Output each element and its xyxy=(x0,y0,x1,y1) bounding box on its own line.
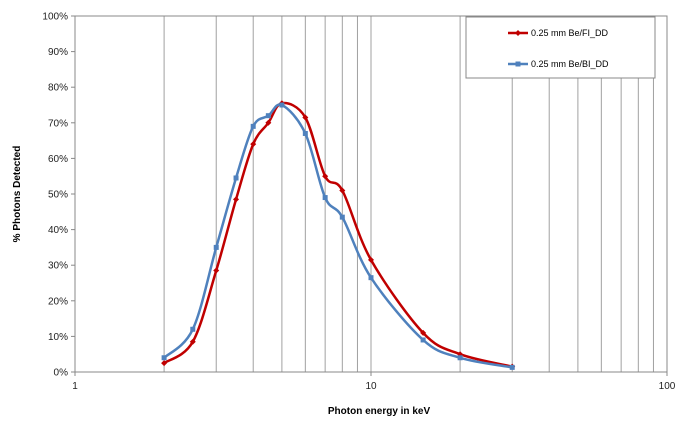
data-point-1 xyxy=(250,123,256,129)
data-point-1 xyxy=(302,130,308,136)
data-point-0 xyxy=(339,187,346,194)
data-point-0 xyxy=(250,141,257,148)
plot-grid xyxy=(163,16,654,372)
y-tick-label: 40% xyxy=(48,225,68,236)
y-tick-label: 10% xyxy=(48,332,68,343)
y-tick-label: 50% xyxy=(48,190,68,201)
y-tick-label: 60% xyxy=(48,154,68,165)
data-point-1 xyxy=(265,113,271,119)
legend-box xyxy=(465,16,656,79)
series-layer xyxy=(161,100,516,370)
data-point-1 xyxy=(161,355,167,361)
data-point-1 xyxy=(339,214,345,220)
x-tick-label: 10 xyxy=(365,381,377,392)
data-point-1 xyxy=(322,195,328,201)
data-point-1 xyxy=(213,244,219,250)
data-point-0 xyxy=(265,119,272,126)
data-point-0 xyxy=(368,256,374,263)
series-line-0 xyxy=(163,101,513,368)
y-tick-label: 100% xyxy=(42,12,68,23)
legend-label-0: 0.25 mm Be/FI_DD xyxy=(531,28,609,38)
legend-label-1: 0.25 mm Be/BI_DD xyxy=(531,59,609,69)
y-tick-label: 30% xyxy=(48,261,68,272)
y-axis-title: % Photons Detected xyxy=(12,146,23,243)
y-tick-label: 20% xyxy=(48,296,68,307)
data-point-1 xyxy=(420,337,426,343)
data-point-1 xyxy=(279,102,285,108)
x-axis-ticks: 1 10 100 xyxy=(72,372,676,392)
data-point-1 xyxy=(233,175,239,181)
data-point-1 xyxy=(190,326,196,332)
legend-swatch-marker-0 xyxy=(515,30,521,36)
x-tick-label: 1 xyxy=(72,381,78,392)
data-point-0 xyxy=(233,196,240,203)
data-point-1 xyxy=(368,275,374,281)
y-axis-ticks: 0% 10% 20% 30% 40% 50% 60% 70% 80% 90% 100% xyxy=(42,12,75,379)
x-tick-label: 100 xyxy=(659,381,676,392)
y-tick-label: 80% xyxy=(48,83,68,94)
legend: 0.25 mm Be/FI_DD 0.25 mm Be/BI_DD xyxy=(465,16,656,79)
data-point-0 xyxy=(322,173,329,180)
data-point-0 xyxy=(302,114,309,121)
data-point-0 xyxy=(213,267,220,274)
y-tick-label: 70% xyxy=(48,118,68,129)
data-point-1 xyxy=(509,364,515,370)
y-tick-label: 0% xyxy=(54,368,69,379)
y-tick-label: 90% xyxy=(48,47,68,58)
data-point-0 xyxy=(189,338,196,345)
data-point-0 xyxy=(420,329,427,336)
data-point-1 xyxy=(457,355,463,361)
data-point-0 xyxy=(161,360,168,367)
x-axis-title: Photon energy in keV xyxy=(328,406,431,417)
legend-swatch-marker-1 xyxy=(515,61,521,67)
